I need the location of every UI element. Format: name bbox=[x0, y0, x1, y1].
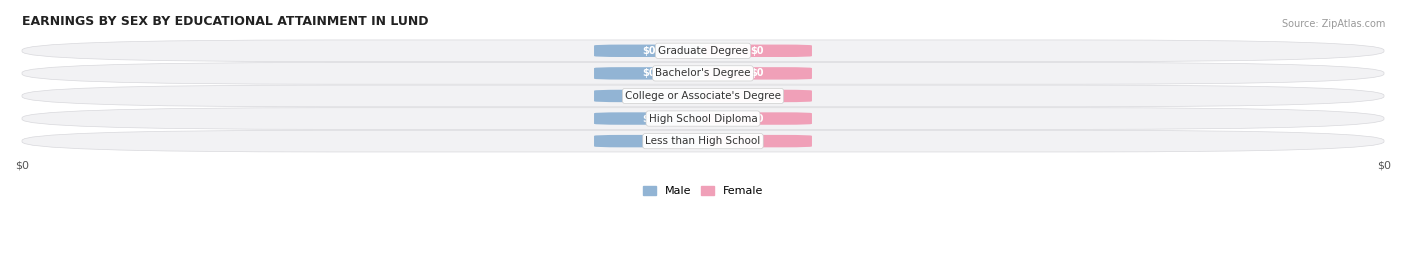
Text: $0: $0 bbox=[641, 46, 655, 56]
Text: College or Associate's Degree: College or Associate's Degree bbox=[626, 91, 780, 101]
FancyBboxPatch shape bbox=[595, 90, 703, 102]
Text: $0: $0 bbox=[751, 46, 765, 56]
FancyBboxPatch shape bbox=[22, 40, 1384, 62]
Text: High School Diploma: High School Diploma bbox=[648, 114, 758, 124]
FancyBboxPatch shape bbox=[703, 135, 811, 147]
Text: $0: $0 bbox=[641, 68, 655, 78]
Text: EARNINGS BY SEX BY EDUCATIONAL ATTAINMENT IN LUND: EARNINGS BY SEX BY EDUCATIONAL ATTAINMEN… bbox=[22, 15, 429, 28]
Text: Less than High School: Less than High School bbox=[645, 136, 761, 146]
FancyBboxPatch shape bbox=[22, 85, 1384, 107]
Text: $0: $0 bbox=[751, 136, 765, 146]
FancyBboxPatch shape bbox=[22, 108, 1384, 129]
FancyBboxPatch shape bbox=[22, 130, 1384, 152]
Text: $0: $0 bbox=[751, 91, 765, 101]
Text: $0: $0 bbox=[751, 68, 765, 78]
FancyBboxPatch shape bbox=[703, 44, 811, 57]
FancyBboxPatch shape bbox=[595, 112, 703, 125]
Text: $0: $0 bbox=[751, 114, 765, 124]
Text: $0: $0 bbox=[641, 136, 655, 146]
Legend: Male, Female: Male, Female bbox=[638, 181, 768, 200]
FancyBboxPatch shape bbox=[595, 67, 703, 80]
FancyBboxPatch shape bbox=[703, 67, 811, 80]
FancyBboxPatch shape bbox=[703, 90, 811, 102]
FancyBboxPatch shape bbox=[595, 135, 703, 147]
Text: $0: $0 bbox=[641, 114, 655, 124]
FancyBboxPatch shape bbox=[703, 112, 811, 125]
FancyBboxPatch shape bbox=[22, 62, 1384, 84]
Text: $0: $0 bbox=[641, 91, 655, 101]
FancyBboxPatch shape bbox=[595, 44, 703, 57]
Text: Graduate Degree: Graduate Degree bbox=[658, 46, 748, 56]
Text: Bachelor's Degree: Bachelor's Degree bbox=[655, 68, 751, 78]
Text: Source: ZipAtlas.com: Source: ZipAtlas.com bbox=[1281, 19, 1385, 29]
